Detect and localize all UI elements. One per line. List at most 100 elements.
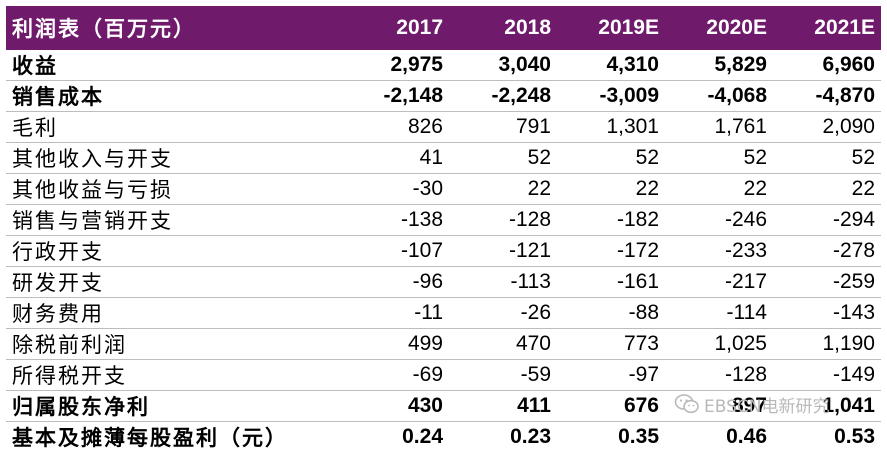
- cell-value: 0.23: [449, 422, 557, 452]
- cell-value: -26: [449, 298, 557, 329]
- cell-value: -69: [341, 360, 449, 391]
- cell-value: -259: [773, 267, 881, 298]
- cell-value: 5,829: [665, 50, 773, 81]
- cell-value: 52: [557, 143, 665, 174]
- cell-value: -113: [449, 267, 557, 298]
- cell-value: 1,190: [773, 329, 881, 360]
- cell-value: -30: [341, 174, 449, 205]
- cell-value: -217: [665, 267, 773, 298]
- row-label: 归属股东净利: [6, 391, 341, 422]
- year-header: 2020E: [665, 6, 773, 50]
- cell-value: -107: [341, 236, 449, 267]
- row-label: 其他收益与亏损: [6, 174, 341, 205]
- row-label: 行政开支: [6, 236, 341, 267]
- cell-value: -172: [557, 236, 665, 267]
- cell-value: 0.35: [557, 422, 665, 452]
- cell-value: 22: [449, 174, 557, 205]
- cell-value: -128: [449, 205, 557, 236]
- row-label: 收益: [6, 50, 341, 81]
- table-row: 销售成本-2,148-2,248-3,009-4,068-4,870: [6, 81, 881, 112]
- cell-value: -233: [665, 236, 773, 267]
- cell-value: 430: [341, 391, 449, 422]
- cell-value: -121: [449, 236, 557, 267]
- cell-value: -278: [773, 236, 881, 267]
- cell-value: 41: [341, 143, 449, 174]
- cell-value: 1,301: [557, 112, 665, 143]
- cell-value: 6,960: [773, 50, 881, 81]
- header-row: 利润表（百万元） 2017 2018 2019E 2020E 2021E: [6, 6, 881, 50]
- cell-value: 4,310: [557, 50, 665, 81]
- cell-value: -11: [341, 298, 449, 329]
- cell-value: 1,761: [665, 112, 773, 143]
- cell-value: 897: [665, 391, 773, 422]
- cell-value: -143: [773, 298, 881, 329]
- cell-value: 2,975: [341, 50, 449, 81]
- cell-value: -59: [449, 360, 557, 391]
- year-header: 2018: [449, 6, 557, 50]
- cell-value: -294: [773, 205, 881, 236]
- cell-value: -3,009: [557, 81, 665, 112]
- cell-value: 22: [557, 174, 665, 205]
- cell-value: 791: [449, 112, 557, 143]
- cell-value: -149: [773, 360, 881, 391]
- cell-value: -2,248: [449, 81, 557, 112]
- cell-value: -96: [341, 267, 449, 298]
- cell-value: 0.24: [341, 422, 449, 452]
- cell-value: 52: [665, 143, 773, 174]
- cell-value: 1,025: [665, 329, 773, 360]
- cell-value: -4,870: [773, 81, 881, 112]
- cell-value: -246: [665, 205, 773, 236]
- year-header: 2021E: [773, 6, 881, 50]
- cell-value: 470: [449, 329, 557, 360]
- cell-value: 22: [773, 174, 881, 205]
- cell-value: -4,068: [665, 81, 773, 112]
- row-label: 研发开支: [6, 267, 341, 298]
- row-label: 其他收入与开支: [6, 143, 341, 174]
- cell-value: 1,041: [773, 391, 881, 422]
- cell-value: 676: [557, 391, 665, 422]
- table-title: 利润表（百万元）: [6, 6, 341, 50]
- cell-value: 773: [557, 329, 665, 360]
- cell-value: -182: [557, 205, 665, 236]
- row-label: 销售成本: [6, 81, 341, 112]
- cell-value: 0.53: [773, 422, 881, 452]
- cell-value: 826: [341, 112, 449, 143]
- cell-value: 22: [665, 174, 773, 205]
- row-label: 除税前利润: [6, 329, 341, 360]
- cell-value: -114: [665, 298, 773, 329]
- row-label: 所得税开支: [6, 360, 341, 391]
- cell-value: 3,040: [449, 50, 557, 81]
- cell-value: -88: [557, 298, 665, 329]
- table-row: 行政开支-107-121-172-233-278: [6, 236, 881, 267]
- cell-value: 52: [773, 143, 881, 174]
- row-label: 财务费用: [6, 298, 341, 329]
- row-label: 销售与营销开支: [6, 205, 341, 236]
- table-row: 财务费用-11-26-88-114-143: [6, 298, 881, 329]
- table-row: 销售与营销开支-138-128-182-246-294: [6, 205, 881, 236]
- cell-value: 2,090: [773, 112, 881, 143]
- cell-value: -97: [557, 360, 665, 391]
- table-row: 研发开支-96-113-161-217-259: [6, 267, 881, 298]
- cell-value: -161: [557, 267, 665, 298]
- cell-value: -2,148: [341, 81, 449, 112]
- cell-value: 499: [341, 329, 449, 360]
- cell-value: 0.46: [665, 422, 773, 452]
- cell-value: -128: [665, 360, 773, 391]
- year-header: 2019E: [557, 6, 665, 50]
- cell-value: 52: [449, 143, 557, 174]
- table-row: 所得税开支-69-59-97-128-149: [6, 360, 881, 391]
- row-label: 基本及摊薄每股盈利（元）: [6, 422, 341, 452]
- row-label: 毛利: [6, 112, 341, 143]
- cell-value: -138: [341, 205, 449, 236]
- cell-value: 411: [449, 391, 557, 422]
- year-header: 2017: [341, 6, 449, 50]
